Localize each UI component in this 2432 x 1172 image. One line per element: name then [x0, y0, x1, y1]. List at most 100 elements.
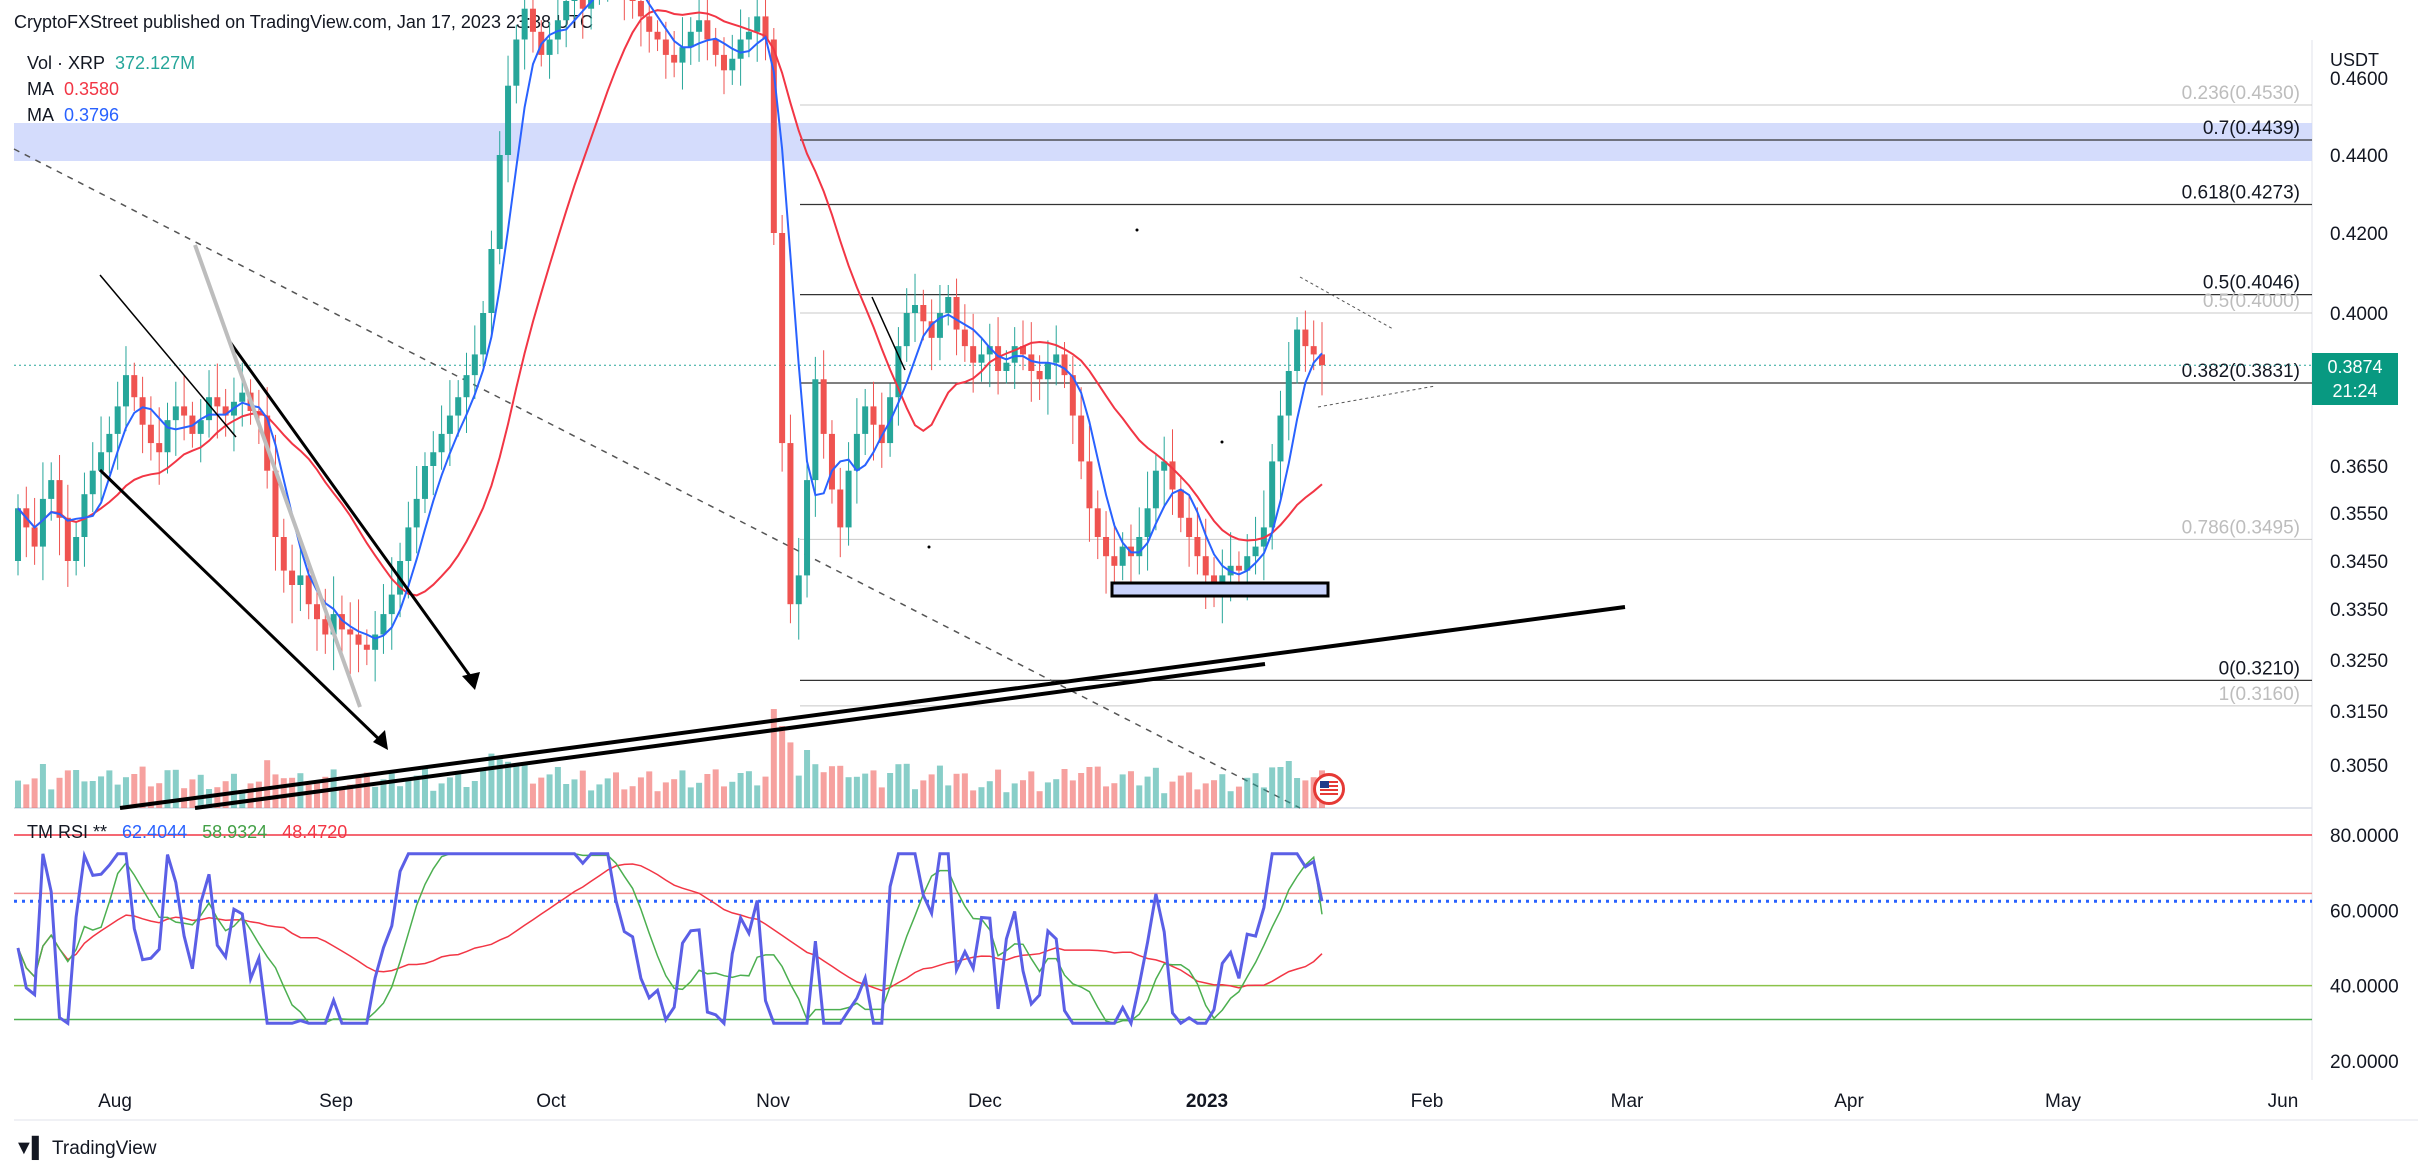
candle-body-77: [654, 31, 661, 40]
volume-bar-14: [131, 774, 138, 808]
candle-body-145: [1219, 575, 1226, 585]
candle-body-8: [81, 494, 88, 537]
volume-bar-96: [812, 764, 819, 808]
candle-body-62: [529, 8, 536, 32]
volume-bar-132: [1111, 783, 1118, 808]
candle-body-43: [372, 634, 379, 650]
candle-body-111: [936, 313, 943, 338]
volume-bar-33: [289, 777, 296, 808]
volume-bar-151: [1269, 767, 1276, 808]
candle-body-132: [1111, 556, 1118, 566]
volume-bar-60: [513, 764, 520, 808]
volume-bar-145: [1219, 774, 1226, 808]
volume-bar-111: [936, 765, 943, 808]
candle-body-65: [554, 20, 561, 40]
candle-body-41: [355, 634, 362, 645]
candle-body-99: [837, 489, 844, 528]
bar-countdown: 21:24: [2332, 381, 2378, 401]
candle-body-118: [995, 346, 1002, 371]
candle-body-122: [1028, 354, 1035, 371]
ma1-legend-value: 0.3580: [64, 79, 120, 99]
volume-bar-7: [73, 770, 80, 808]
candle-body-59: [505, 85, 512, 155]
candle-body-92: [779, 233, 786, 444]
candle-body-89: [754, 16, 761, 32]
volume-bar-67: [571, 779, 578, 808]
candle-body-90: [762, 16, 769, 40]
dot-marker-2: [1220, 440, 1224, 444]
candle-body-85: [720, 54, 727, 71]
volume-bar-153: [1285, 761, 1292, 808]
volume-bar-88: [745, 771, 752, 808]
volume-bar-94: [795, 775, 802, 808]
volume-bar-100: [845, 777, 852, 808]
volume-bar-122: [1028, 771, 1035, 808]
fib-zone-band: [14, 123, 2312, 161]
time-tick-1: Sep: [319, 1091, 353, 1112]
candle-body-57: [488, 249, 495, 313]
volume-bar-65: [554, 767, 561, 808]
volume-bar-115: [970, 790, 977, 808]
volume-bar-80: [679, 770, 686, 808]
volume-bar-91: [770, 709, 777, 808]
candle-body-129: [1086, 461, 1093, 509]
volume-bar-142: [1194, 789, 1201, 808]
candle-body-32: [280, 537, 287, 571]
candle-body-112: [945, 297, 952, 313]
ma1-legend: MA 0.3580: [27, 76, 119, 102]
volume-bar-98: [828, 766, 835, 808]
volume-bar-17: [156, 783, 163, 808]
candle-body-33: [289, 570, 296, 585]
volume-bar-18: [164, 770, 171, 808]
candle-body-87: [737, 39, 744, 59]
candle-body-91: [770, 39, 777, 233]
volume-bar-45: [388, 773, 395, 808]
candle-body-108: [912, 305, 919, 313]
candle-body-27: [239, 392, 246, 402]
rsi-legend: TM RSI ** 62.4044 58.9324 48.4720: [27, 822, 357, 843]
time-tick-9: May: [2045, 1091, 2081, 1112]
us-flag-event-icon[interactable]: [1313, 773, 1345, 805]
candle-body-84: [712, 39, 719, 55]
price-tick-1: 0.4400: [2330, 146, 2388, 167]
volume-bar-78: [662, 782, 669, 808]
rsi-legend-v2: 58.9324: [202, 822, 268, 842]
volume-bar-129: [1086, 767, 1093, 808]
candle-body-66: [563, 1, 570, 21]
candle-body-157: [1319, 354, 1325, 366]
candle-body-121: [1019, 346, 1026, 355]
volume-bar-104: [878, 787, 885, 808]
volume-bar-107: [903, 763, 910, 808]
volume-bar-118: [995, 769, 1002, 808]
volume-bar-4: [48, 789, 55, 808]
volume-bar-136: [1144, 776, 1151, 808]
price-tick-5: 0.3550: [2330, 504, 2388, 525]
volume-bar-16: [147, 786, 154, 808]
candle-body-125: [1053, 354, 1060, 363]
candle-body-13: [122, 375, 129, 407]
volume-bar-138: [1161, 793, 1168, 808]
ma2-legend-value: 0.3796: [64, 105, 120, 125]
fib-label-7: 0(0.3210): [2219, 658, 2300, 679]
price-tick-6: 0.3450: [2330, 552, 2388, 573]
candle-body-120: [1011, 346, 1018, 363]
volume-bar-0: [15, 780, 21, 808]
candle-body-113: [953, 297, 960, 330]
volume-bar-75: [637, 777, 644, 808]
candle-body-4: [48, 480, 55, 499]
candle-body-152: [1277, 415, 1284, 462]
price-tick-0: 0.4600: [2330, 69, 2388, 90]
last-price-badge: 0.3874 21:24: [2312, 353, 2398, 405]
price-tick-7: 0.3350: [2330, 600, 2388, 621]
volume-bar-83: [704, 774, 711, 808]
candle-body-16: [147, 424, 154, 444]
tradingview-logo[interactable]: ▼▌ TradingView: [14, 1137, 157, 1160]
volume-bar-61: [521, 763, 528, 808]
candle-body-52: [446, 415, 453, 434]
volume-bar-125: [1053, 779, 1060, 808]
volume-bar-127: [1069, 780, 1076, 808]
volume-bar-58: [496, 759, 503, 808]
dot-marker: [1135, 228, 1139, 232]
candle-body-127: [1069, 375, 1076, 416]
